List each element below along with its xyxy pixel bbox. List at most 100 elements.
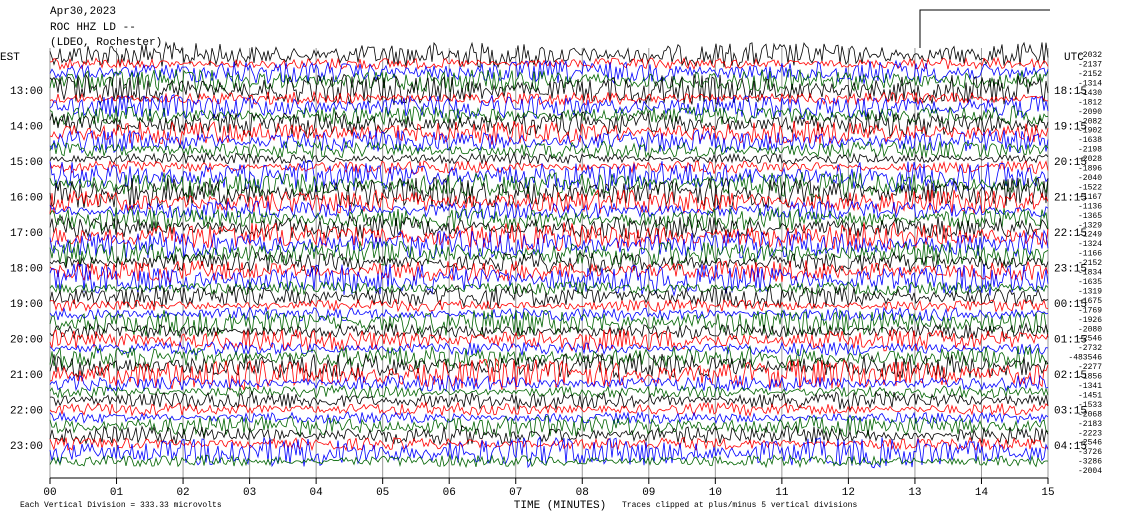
trace (49, 285, 1049, 310)
trace-offset-label: -2183 (1078, 420, 1102, 429)
trace (49, 259, 1049, 283)
trace-offset-label: -2198 (1078, 146, 1102, 155)
trace-offset-label: -2080 (1078, 325, 1102, 334)
calibration-step (919, 9, 1050, 48)
est-label: 22:00 (10, 405, 43, 417)
x-tick-label: 10 (709, 487, 722, 499)
utc-label: 22:15 (1054, 228, 1087, 240)
trace (49, 177, 1049, 209)
title-line: ROC HHZ LD -- (50, 22, 136, 34)
trace (49, 90, 1049, 106)
trace (49, 281, 1049, 296)
trace (49, 390, 1049, 411)
est-label: 13:00 (10, 86, 43, 98)
trace-offset-label: -2032 (1078, 51, 1102, 60)
trace-offset-label: -1769 (1078, 306, 1102, 315)
est-label: 16:00 (10, 192, 43, 204)
trace (49, 345, 1048, 370)
trace (49, 374, 1049, 393)
x-tick-label: 02 (176, 487, 189, 499)
trace-offset-label: -2732 (1078, 344, 1102, 353)
trace-offset-label: -1324 (1078, 240, 1102, 249)
x-tick-label: 15 (1041, 487, 1054, 499)
trace-offset-label: -1856 (1078, 373, 1102, 382)
trace (49, 41, 1049, 69)
trace-offset-label: -1533 (1078, 401, 1102, 410)
trace-offset-label: -2546 (1078, 335, 1102, 344)
x-tick-label: 09 (642, 487, 655, 499)
left-axis-label: EST (0, 52, 20, 64)
footnote: Each Vertical Division = 333.33 microvol… (20, 501, 222, 510)
est-label: 20:00 (10, 334, 43, 346)
est-label: 14:00 (10, 121, 43, 133)
trace-offset-label: -483546 (1068, 354, 1102, 363)
trace (49, 251, 1049, 273)
trace (49, 435, 1049, 469)
x-tick-label: 06 (443, 487, 456, 499)
trace-offset-label: -1522 (1078, 183, 1102, 192)
est-label: 18:00 (10, 263, 43, 275)
trace-offset-label: -1638 (1078, 136, 1102, 145)
trace-offset-label: -1675 (1078, 297, 1102, 306)
trace-offset-label: -2082 (1078, 117, 1102, 126)
trace (49, 298, 1049, 314)
x-tick-label: 05 (376, 487, 389, 499)
title-line: (LDEO, Rochester) (50, 37, 162, 49)
trace (49, 306, 1049, 323)
x-tick-label: 11 (775, 487, 789, 499)
x-tick-label: 12 (842, 487, 855, 499)
trace (49, 327, 1049, 353)
trace-offset-label: -1896 (1078, 165, 1102, 174)
est-label: 19:00 (10, 299, 43, 311)
title-line: Apr30,2023 (50, 6, 116, 18)
trace-offset-label: -2028 (1078, 155, 1102, 164)
trace-offset-label: -1329 (1078, 221, 1102, 230)
trace (49, 401, 1049, 418)
trace-offset-label: -1451 (1078, 391, 1102, 400)
utc-label: 03:15 (1054, 405, 1087, 417)
utc-label: 18:15 (1054, 86, 1087, 98)
trace-offset-label: -2090 (1078, 108, 1102, 117)
utc-label: 19:15 (1054, 121, 1087, 133)
trace-offset-label: -2068 (1078, 410, 1102, 419)
trace-offset-label: -3286 (1078, 458, 1102, 467)
trace-offset-label: -1166 (1078, 250, 1102, 259)
trace (49, 424, 1049, 446)
trace (49, 263, 1049, 297)
x-tick-label: 04 (310, 487, 324, 499)
trace-offset-label: -1430 (1078, 89, 1102, 98)
trace (49, 384, 1049, 400)
trace-offset-label: -2004 (1078, 467, 1102, 476)
utc-label: 20:15 (1054, 157, 1087, 169)
trace (49, 229, 1049, 260)
trace-offset-label: -2040 (1078, 174, 1102, 183)
trace-offset-label: -1635 (1078, 278, 1102, 287)
trace-offset-label: -1167 (1078, 193, 1102, 202)
trace (49, 120, 1049, 146)
x-tick-label: 01 (110, 487, 124, 499)
trace (49, 159, 1049, 175)
utc-label: 02:15 (1054, 370, 1087, 382)
est-label: 17:00 (10, 228, 43, 240)
x-tick-label: 00 (43, 487, 56, 499)
x-tick-label: 08 (576, 487, 589, 499)
trace (49, 221, 1049, 251)
x-tick-label: 03 (243, 487, 256, 499)
trace (49, 214, 1049, 240)
trace (49, 239, 1049, 267)
utc-label: 21:15 (1054, 192, 1087, 204)
trace (49, 410, 1049, 425)
trace (49, 340, 1049, 357)
trace-offset-label: -2137 (1078, 61, 1102, 70)
trace (49, 129, 1049, 154)
trace-offset-label: -3726 (1078, 448, 1102, 457)
trace-offset-label: -1926 (1078, 316, 1102, 325)
trace-offset-label: -2152 (1078, 70, 1102, 79)
trace-offset-label: -1902 (1078, 127, 1102, 136)
trace (49, 139, 1049, 160)
trace (49, 110, 1049, 138)
trace (49, 59, 1049, 85)
footnote: Traces clipped at plus/minus 5 vertical … (622, 501, 857, 510)
right-axis-label: UTC (1064, 52, 1084, 64)
